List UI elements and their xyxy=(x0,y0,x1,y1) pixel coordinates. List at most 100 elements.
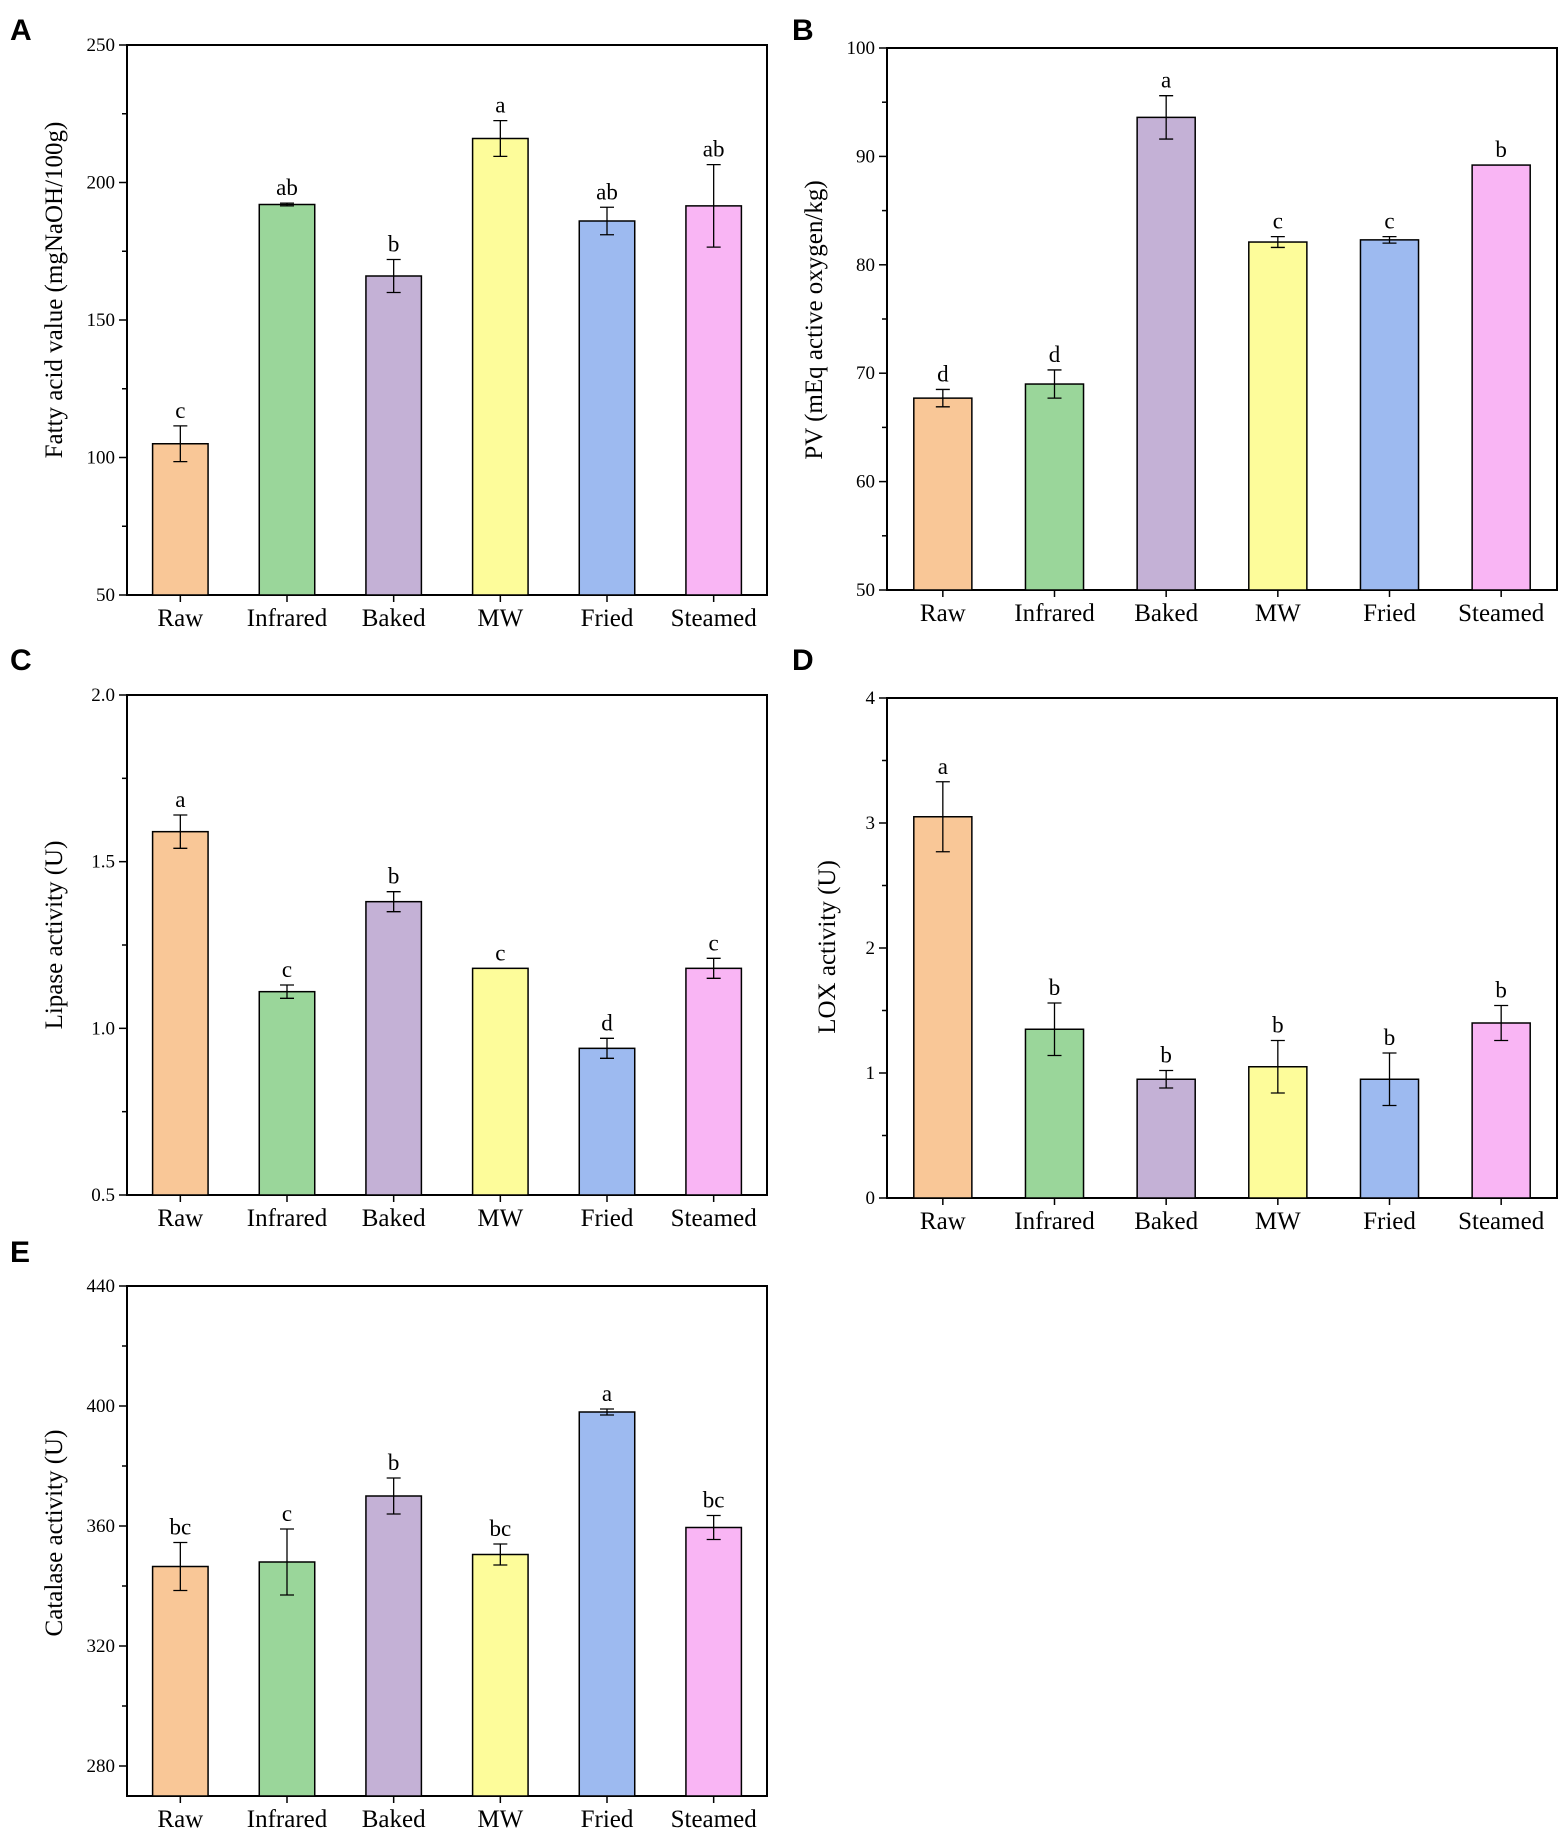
bar-c-steamed xyxy=(685,967,743,1196)
bar-d-infrared xyxy=(1024,1028,1085,1199)
y-tick-label-d-4: 4 xyxy=(866,688,876,709)
x-axis-labels-a: Raw Infrared Baked MW Fried Steamed xyxy=(157,595,757,632)
significance-label-c-raw: a xyxy=(175,787,185,812)
y-axis-ticks-b: 50 60 70 80 90 100 xyxy=(847,38,887,601)
significance-label-b-steamed: b xyxy=(1495,137,1507,162)
x-tick-label-d-mw: MW xyxy=(1255,1208,1301,1235)
significance-label-a-mw: a xyxy=(495,93,505,118)
significance-label-a-baked: b xyxy=(388,232,400,257)
y-tick-label-c-3: 2.0 xyxy=(91,685,115,706)
significance-label-e-infrared: c xyxy=(282,1501,292,1526)
error-bar-a-infrared xyxy=(280,202,294,207)
bar-e-baked xyxy=(365,1495,423,1797)
x-axis-labels-d: Raw Infrared Baked MW Fried Steamed xyxy=(920,1198,1545,1235)
x-tick-label-b-raw: Raw xyxy=(920,600,966,627)
error-bar-a-mw xyxy=(493,119,508,158)
error-bar-a-steamed xyxy=(706,163,721,248)
bar-b-steamed xyxy=(1471,164,1531,591)
x-tick-label-c-raw: Raw xyxy=(157,1205,203,1232)
bars-d: a b b b b b xyxy=(913,754,1531,1199)
panel-label-d: D xyxy=(792,644,814,677)
y-tick-label-a-3: 200 xyxy=(87,173,116,194)
plot-frame-a xyxy=(126,44,768,596)
x-tick-label-c-mw: MW xyxy=(477,1205,523,1232)
significance-label-d-mw: b xyxy=(1272,1013,1284,1038)
bar-c-infrared xyxy=(258,990,316,1196)
significance-label-d-raw: a xyxy=(938,754,948,779)
x-tick-label-d-baked: Baked xyxy=(1134,1208,1198,1235)
bars-e: bc c b bc a bc xyxy=(151,1381,743,1797)
panel-label-a: A xyxy=(10,14,32,47)
panel-label-b: B xyxy=(792,14,814,47)
y-tick-label-b-4: 90 xyxy=(856,146,875,167)
significance-label-e-raw: bc xyxy=(169,1515,191,1540)
significance-label-c-steamed: c xyxy=(709,930,719,955)
x-tick-label-a-raw: Raw xyxy=(157,605,203,632)
panel-label-e: E xyxy=(10,1236,30,1269)
x-tick-label-b-fried: Fried xyxy=(1363,600,1416,627)
error-bar-c-steamed xyxy=(706,957,721,979)
significance-label-d-baked: b xyxy=(1160,1043,1172,1068)
panel-a: A Fatty acid value (mgNaOH/100g) c ab b a ab… xyxy=(10,14,768,632)
x-tick-label-e-baked: Baked xyxy=(362,1806,426,1833)
bar-d-baked xyxy=(1136,1078,1196,1199)
error-bar-d-raw xyxy=(935,781,950,853)
x-tick-label-d-infrared: Infrared xyxy=(1014,1208,1095,1235)
y-tick-label-a-2: 150 xyxy=(87,310,116,331)
y-tick-label-b-5: 100 xyxy=(847,38,876,59)
y-tick-label-d-3: 3 xyxy=(866,813,876,834)
error-bar-a-fried xyxy=(600,206,614,236)
x-tick-label-e-infrared: Infrared xyxy=(247,1806,328,1833)
bar-e-infrared xyxy=(258,1561,316,1797)
x-tick-label-a-mw: MW xyxy=(477,605,523,632)
bar-a-infrared xyxy=(258,203,316,596)
y-axis-title-d: LOX activity (U) xyxy=(814,860,841,1034)
significance-label-a-steamed: ab xyxy=(703,137,725,162)
bar-e-mw xyxy=(471,1553,529,1797)
significance-label-d-fried: b xyxy=(1384,1025,1396,1050)
y-tick-label-a-1: 100 xyxy=(87,448,116,469)
plot-frame-b xyxy=(886,47,1558,591)
error-bar-d-infrared xyxy=(1047,1002,1062,1057)
significance-label-e-fried: a xyxy=(602,1381,612,1406)
y-axis-ticks-d: 0 1 2 3 4 xyxy=(866,688,887,1209)
error-bar-b-fried xyxy=(1382,235,1397,244)
significance-label-c-fried: d xyxy=(601,1010,613,1035)
bars-c: a c b c d c xyxy=(151,787,743,1196)
y-tick-label-c-1: 1.0 xyxy=(91,1018,115,1039)
significance-label-b-baked: a xyxy=(1161,68,1171,93)
bars-a: c ab b a ab ab xyxy=(151,93,743,596)
bar-e-steamed xyxy=(685,1526,743,1797)
y-axis-ticks-e: 280 320 360 400 440 xyxy=(87,1276,127,1777)
x-tick-label-b-steamed: Steamed xyxy=(1458,600,1545,627)
significance-label-e-baked: b xyxy=(388,1450,400,1475)
bar-b-infrared xyxy=(1024,383,1085,591)
error-bar-b-mw xyxy=(1270,235,1285,249)
error-bar-d-mw xyxy=(1270,1039,1285,1094)
bar-b-baked xyxy=(1136,116,1196,591)
x-tick-label-c-infrared: Infrared xyxy=(247,1205,328,1232)
x-tick-label-e-fried: Fried xyxy=(581,1806,634,1833)
x-tick-label-c-fried: Fried xyxy=(581,1205,634,1232)
error-bar-e-raw xyxy=(173,1541,188,1592)
y-tick-label-b-1: 60 xyxy=(856,472,875,493)
x-tick-label-d-raw: Raw xyxy=(920,1208,966,1235)
x-axis-labels-e: Raw Infrared Baked MW Fried Steamed xyxy=(157,1796,757,1833)
bar-d-steamed xyxy=(1471,1022,1531,1199)
bar-e-fried xyxy=(578,1411,636,1797)
y-tick-label-e-4: 440 xyxy=(87,1276,116,1297)
error-bar-c-baked xyxy=(386,891,401,913)
x-tick-label-e-steamed: Steamed xyxy=(671,1806,758,1833)
x-tick-label-d-fried: Fried xyxy=(1363,1208,1416,1235)
error-bar-d-fried xyxy=(1382,1052,1397,1107)
error-bar-c-infrared xyxy=(280,984,294,999)
panel-d: D LOX activity (U) a b b b b b 0 1 2 3 4 Raw Infra… xyxy=(792,644,1558,1235)
error-bar-d-baked xyxy=(1159,1069,1174,1089)
x-tick-label-c-steamed: Steamed xyxy=(671,1205,758,1232)
error-bar-e-baked xyxy=(386,1477,401,1515)
bar-a-raw xyxy=(151,443,209,596)
y-tick-label-e-1: 320 xyxy=(87,1636,116,1657)
panel-b: B PV (mEq active oxygen/kg) d d a c c b 50 60 7… xyxy=(792,14,1558,627)
error-bar-e-steamed xyxy=(706,1514,721,1541)
bar-c-baked xyxy=(365,900,423,1196)
